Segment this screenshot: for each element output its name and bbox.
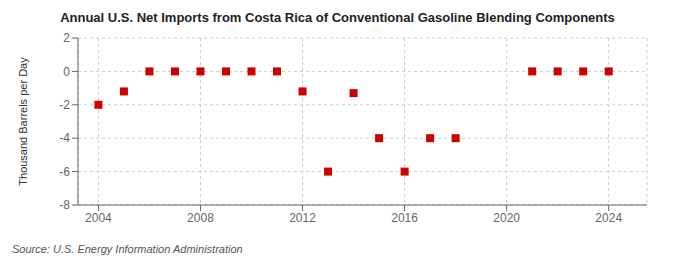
html-text:Source: U.S. Energy Informatio: Source: U.S. Energy Information Administ… [12,243,243,255]
svg-text:0: 0 [63,65,70,79]
svg-text:2016: 2016 [391,211,418,225]
svg-text:2012: 2012 [289,211,316,225]
svg-text:-2: -2 [59,98,70,112]
svg-text:2004: 2004 [85,211,112,225]
svg-text:-4: -4 [59,131,70,145]
svg-text:2008: 2008 [187,211,214,225]
svg-text:2024: 2024 [595,211,622,225]
svg-text:Thousand Barrels per Day: Thousand Barrels per Day [17,57,29,186]
svg-text:-6: -6 [59,165,70,179]
svg-text:2: 2 [63,31,70,45]
svg-text:-8: -8 [59,198,70,212]
html-text:Annual U.S. Net Imports from C: Annual U.S. Net Imports from Costa Rica … [60,10,615,25]
svg-text:2020: 2020 [493,211,520,225]
